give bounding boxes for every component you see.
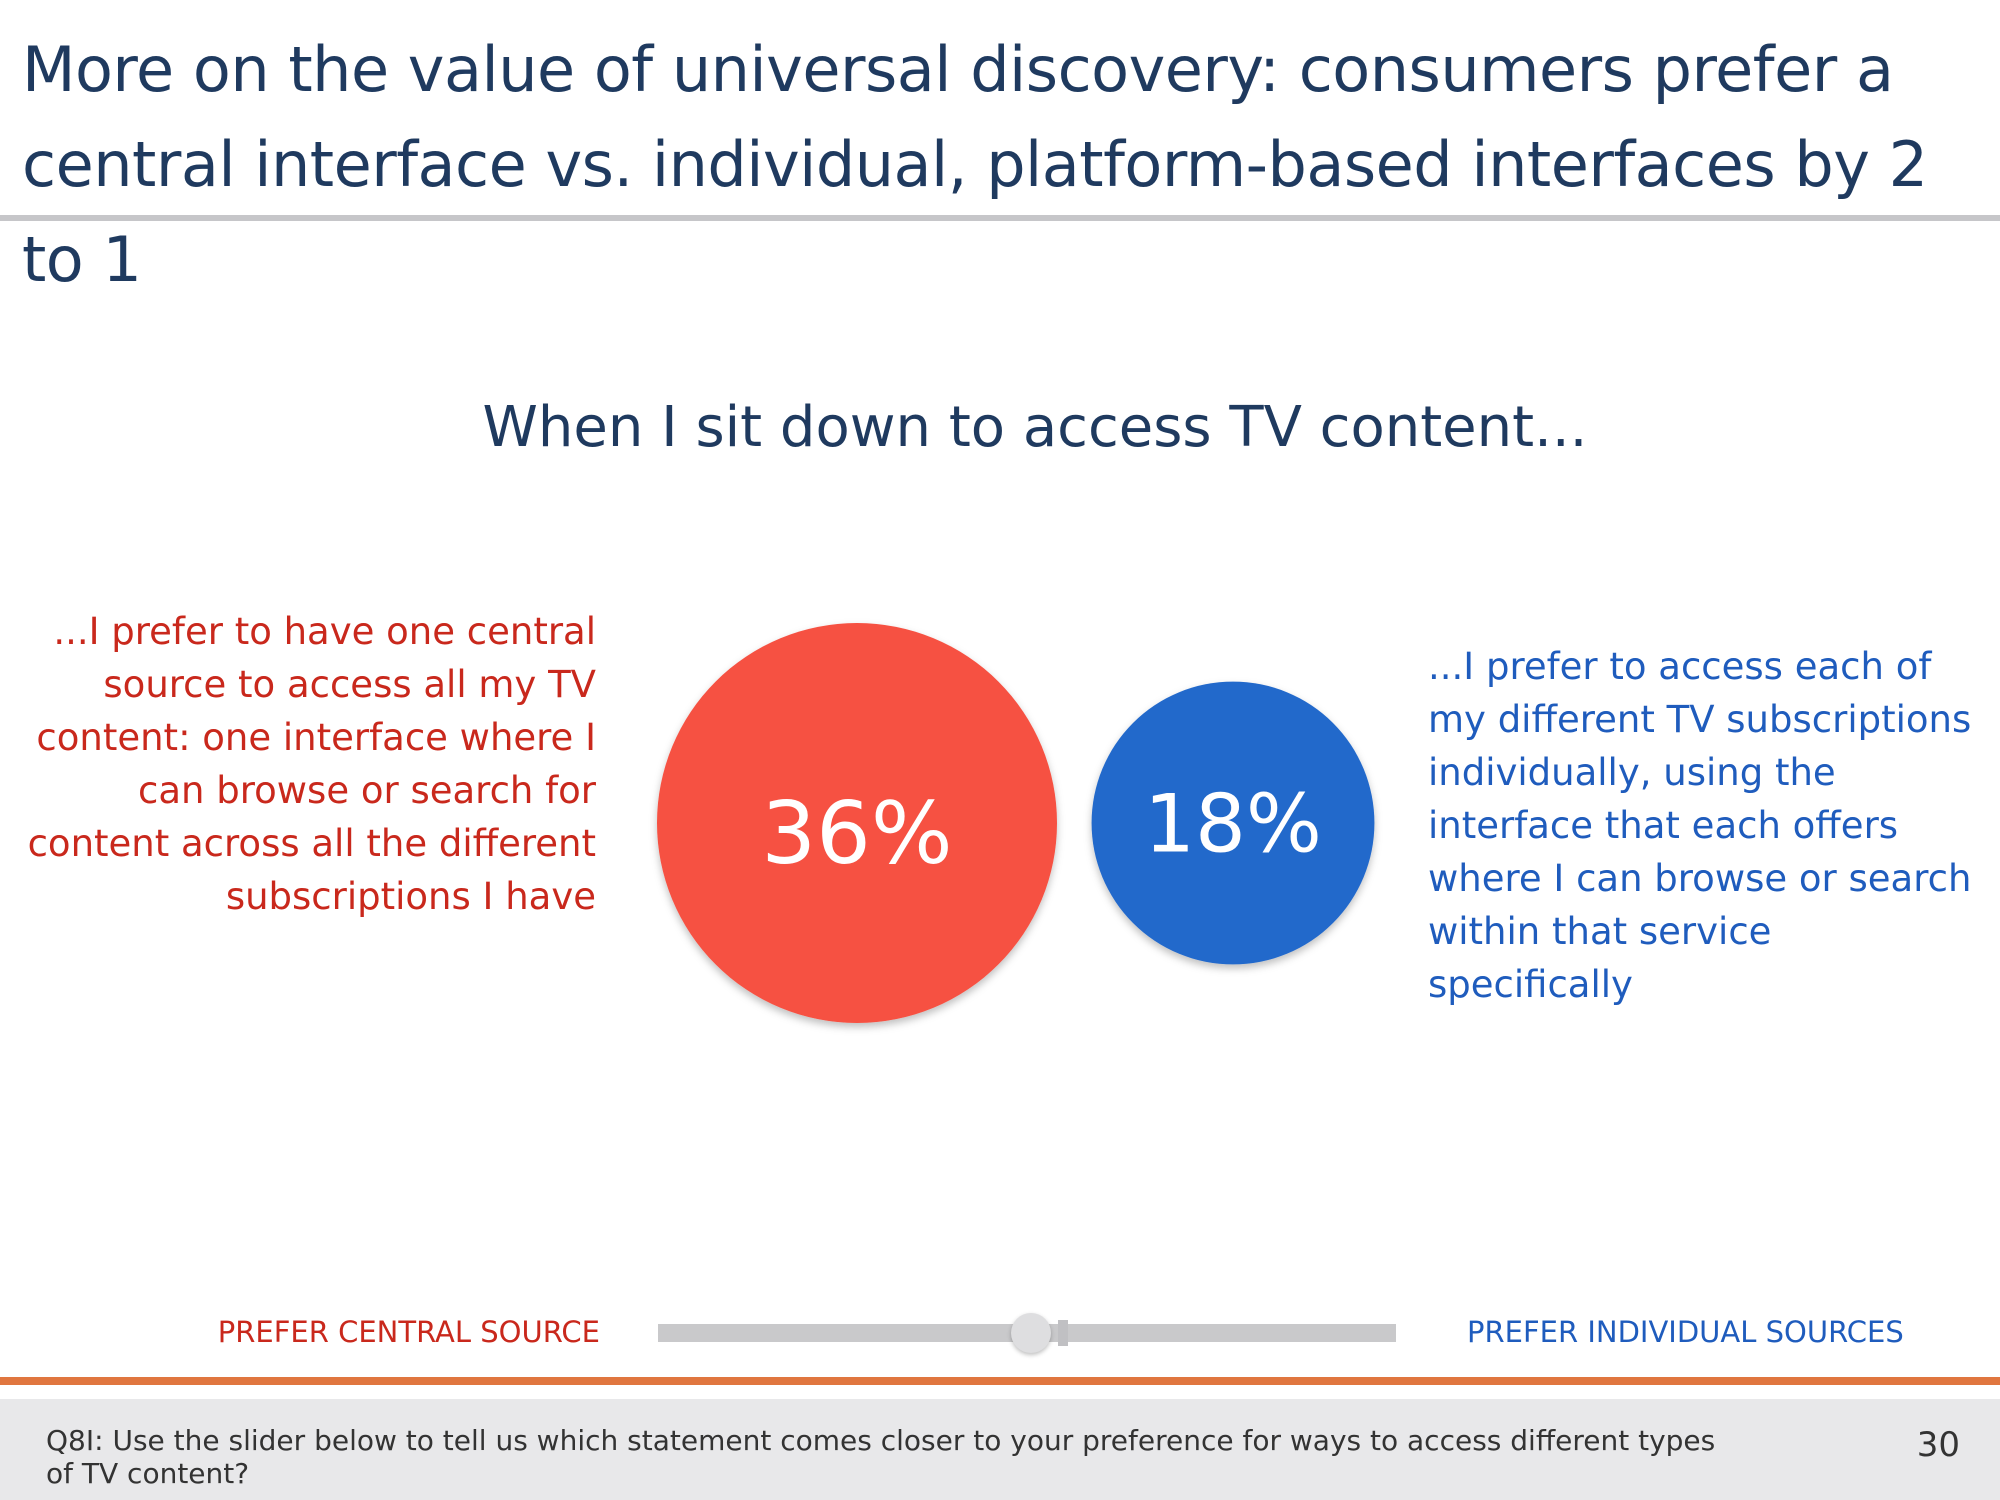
slider-handle[interactable]: [1011, 1313, 1051, 1353]
central-source-statement: ...I prefer to have one central source t…: [27, 610, 596, 918]
bubble-label-central: 36%: [761, 784, 952, 884]
title-divider: [0, 215, 2000, 221]
footer-bar: [0, 1399, 2000, 1500]
bubble-central-source: [657, 623, 1057, 1023]
footer-divider: [0, 1377, 2000, 1385]
page-title: More on the value of universal discovery…: [22, 33, 1928, 296]
bubble-label-individual: 18%: [1144, 777, 1322, 870]
slider-midpoint-marker: [1058, 1320, 1068, 1346]
page-number: 30: [1916, 1425, 1960, 1465]
individual-sources-statement: ...I prefer to access each of my differe…: [1428, 645, 1972, 1006]
bubble-individual-sources: [1091, 681, 1375, 965]
survey-question: Q8I: Use the slider below to tell us whi…: [46, 1424, 1716, 1490]
chart-subtitle: When I sit down to access TV content...: [482, 395, 1588, 460]
slider-label-central: PREFER CENTRAL SOURCE: [217, 1315, 600, 1349]
slider-label-individual: PREFER INDIVIDUAL SOURCES: [1467, 1315, 1904, 1349]
